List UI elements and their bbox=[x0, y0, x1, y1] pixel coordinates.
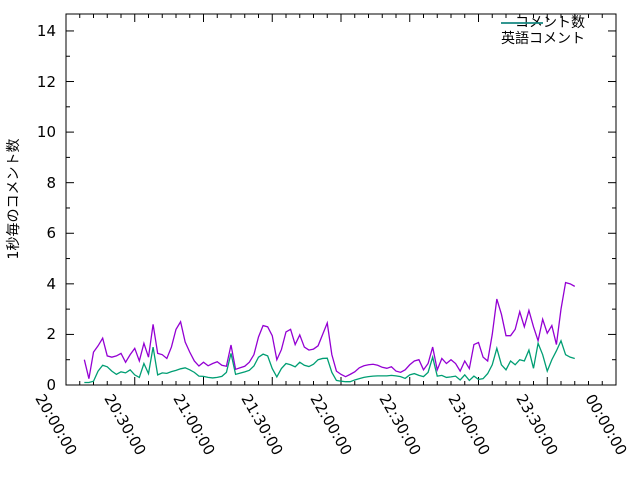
legend-item: 英語コメント bbox=[501, 22, 585, 47]
legend-label: 英語コメント bbox=[501, 31, 585, 47]
series-line-english-comments bbox=[84, 338, 575, 384]
y-tick-label: 6 bbox=[46, 224, 56, 243]
plot-border bbox=[65, 13, 617, 386]
y-tick-label: 2 bbox=[46, 325, 56, 344]
y-axis-title: 1秒毎のコメント数 bbox=[6, 138, 22, 260]
y-tick-label: 12 bbox=[36, 72, 56, 91]
legend-label: コメント数 bbox=[515, 15, 585, 31]
y-tick-label: 14 bbox=[36, 21, 56, 40]
y-tick-label: 4 bbox=[46, 274, 56, 293]
y-tick-label: 0 bbox=[46, 376, 56, 394]
series-line-comments bbox=[83, 281, 576, 379]
y-tick-label: 8 bbox=[46, 173, 56, 192]
y-tick-label: 10 bbox=[36, 123, 56, 142]
legend-line-sample bbox=[501, 22, 543, 24]
legend: コメント数 英語コメント bbox=[501, 15, 585, 47]
